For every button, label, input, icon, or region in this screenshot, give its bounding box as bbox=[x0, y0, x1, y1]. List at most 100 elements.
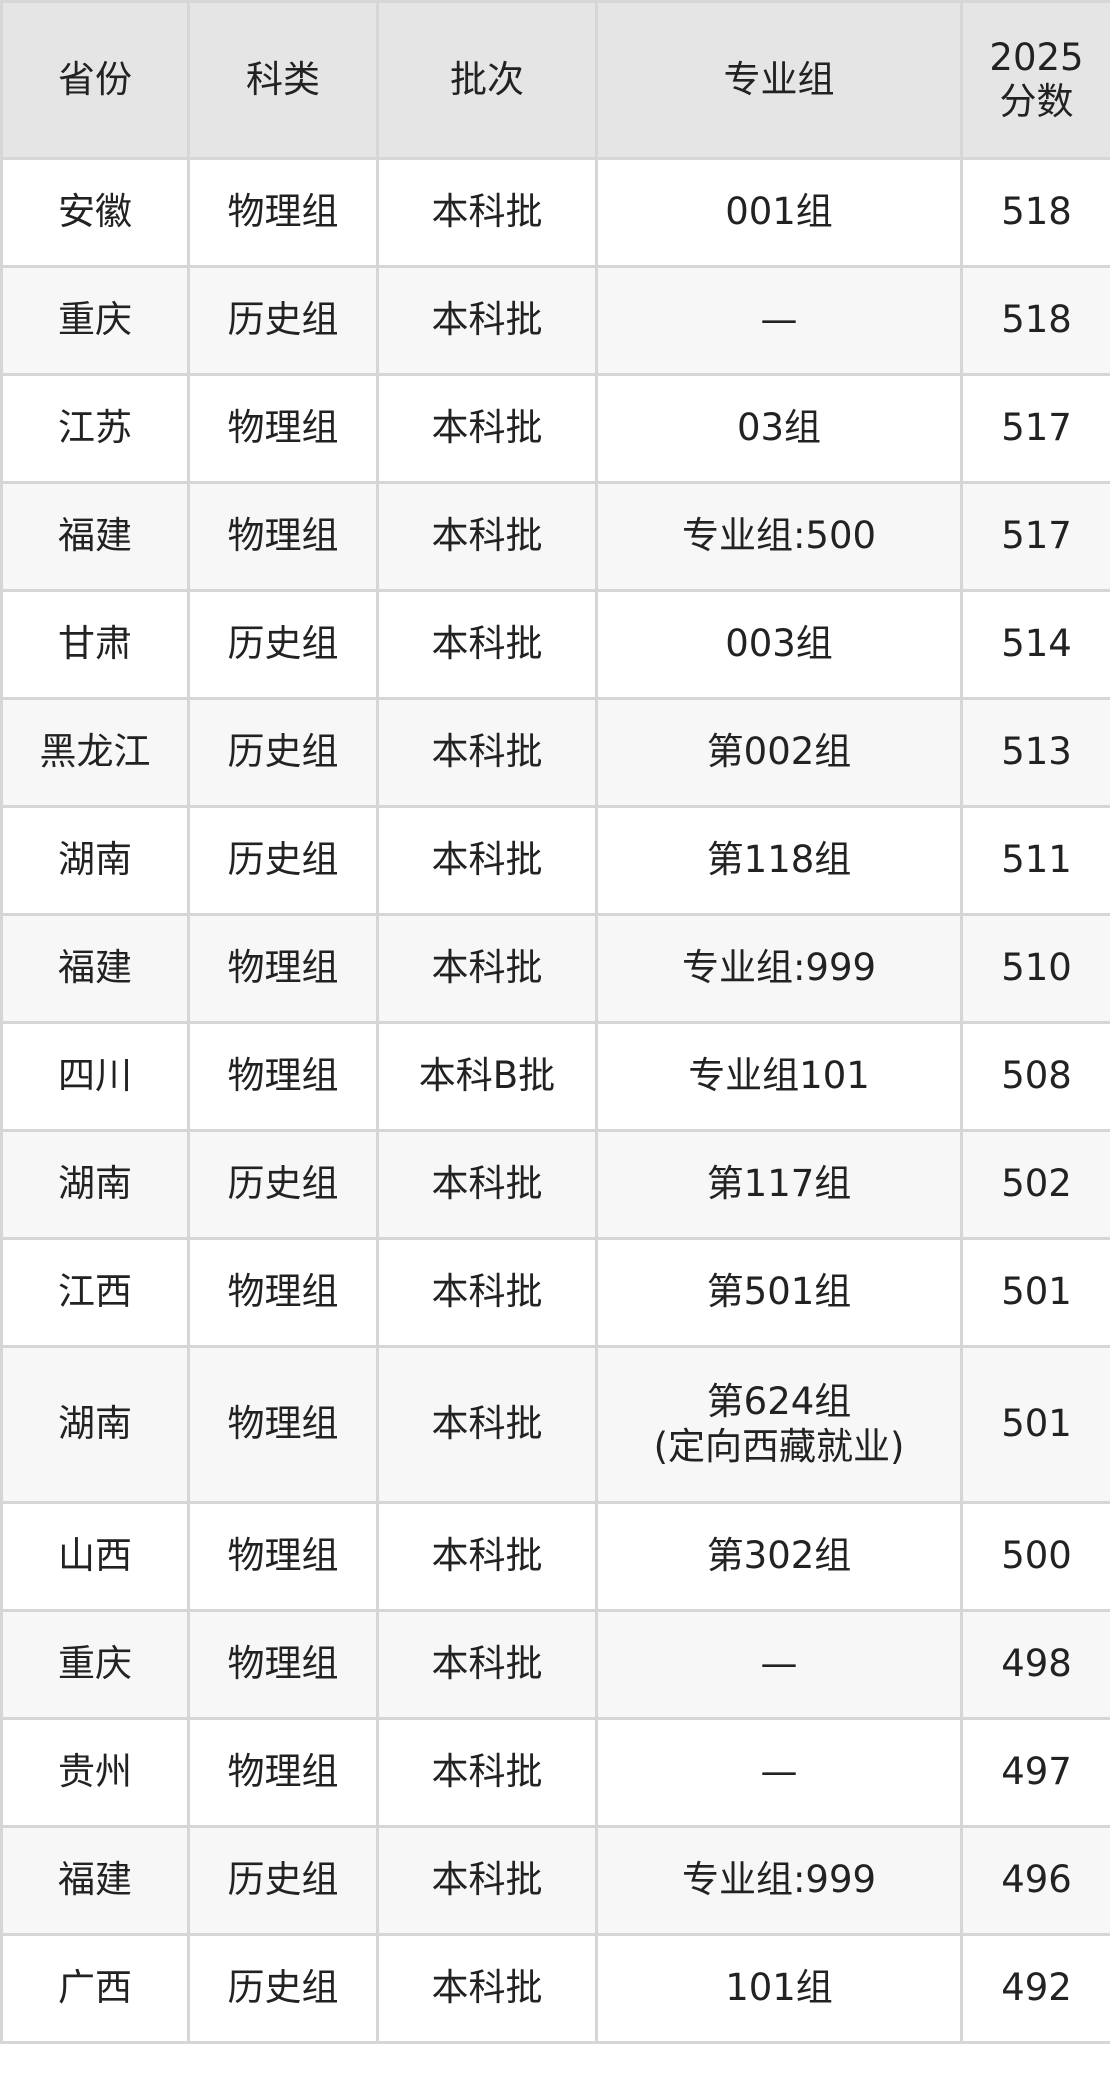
group-text: 第118组 bbox=[706, 838, 852, 882]
cell-score: 514 bbox=[960, 589, 1110, 700]
cell-batch: 本科批 bbox=[376, 805, 598, 916]
batch-text: 本科批 bbox=[431, 622, 543, 666]
cell-score: 517 bbox=[960, 481, 1110, 592]
batch-text: 本科批 bbox=[431, 298, 543, 342]
cell-group: 专业组:500 bbox=[595, 481, 963, 592]
score-text: 502 bbox=[1001, 1162, 1072, 1206]
cell-score: 518 bbox=[960, 157, 1110, 268]
score-text: 498 bbox=[1001, 1642, 1072, 1686]
cell-province: 湖南 bbox=[0, 1345, 190, 1504]
cell-category: 物理组 bbox=[187, 1609, 379, 1720]
cell-batch: 本科批 bbox=[376, 1345, 598, 1504]
group-text: 专业组:999 bbox=[681, 1858, 877, 1902]
batch-text: 本科批 bbox=[431, 406, 543, 450]
cell-score: 510 bbox=[960, 913, 1110, 1024]
cell-province: 贵州 bbox=[0, 1717, 190, 1828]
cell-group: 专业组:999 bbox=[595, 913, 963, 1024]
cell-score: 513 bbox=[960, 697, 1110, 808]
cell-province: 福建 bbox=[0, 913, 190, 1024]
score-text: 513 bbox=[1001, 730, 1072, 774]
cell-province: 湖南 bbox=[0, 1129, 190, 1240]
cell-batch: 本科批 bbox=[376, 1825, 598, 1936]
cell-category: 历史组 bbox=[187, 1933, 379, 2044]
cell-province: 福建 bbox=[0, 481, 190, 592]
score-text: 518 bbox=[1001, 190, 1072, 234]
cell-score: 517 bbox=[960, 373, 1110, 484]
category-text: 物理组 bbox=[227, 1054, 339, 1098]
score-text: 510 bbox=[1001, 946, 1072, 990]
header-batch: 批次 bbox=[376, 0, 598, 160]
batch-text: 本科批 bbox=[431, 190, 543, 234]
score-text: 518 bbox=[1001, 298, 1072, 342]
cell-province: 重庆 bbox=[0, 265, 190, 376]
group-text: 专业组:500 bbox=[681, 514, 877, 558]
cell-score: 501 bbox=[960, 1237, 1110, 1348]
cell-batch: 本科批 bbox=[376, 589, 598, 700]
cell-group: — bbox=[595, 265, 963, 376]
cell-province: 福建 bbox=[0, 1825, 190, 1936]
cell-batch: 本科批 bbox=[376, 1933, 598, 2044]
score-text: 514 bbox=[1001, 622, 1072, 666]
cell-category: 物理组 bbox=[187, 373, 379, 484]
category-text: 历史组 bbox=[227, 1966, 339, 2010]
province-text: 四川 bbox=[58, 1054, 132, 1098]
cell-batch: 本科B批 bbox=[376, 1021, 598, 1132]
batch-text: 本科批 bbox=[431, 1858, 543, 1902]
category-text: 物理组 bbox=[227, 946, 339, 990]
score-text: 501 bbox=[1001, 1402, 1072, 1446]
province-text: 福建 bbox=[58, 514, 132, 558]
category-text: 物理组 bbox=[227, 1750, 339, 1794]
batch-text: 本科B批 bbox=[418, 1054, 556, 1098]
table-row: 福建 历史组 本科批 专业组:999 496 bbox=[0, 1825, 1110, 1936]
cell-batch: 本科批 bbox=[376, 1129, 598, 1240]
category-text: 物理组 bbox=[227, 514, 339, 558]
category-text: 物理组 bbox=[227, 190, 339, 234]
group-text: 专业组101 bbox=[688, 1054, 870, 1098]
group-text: 第624组 bbox=[706, 1380, 852, 1424]
cell-group: 第624组 (定向西藏就业) bbox=[595, 1345, 963, 1504]
cell-category: 物理组 bbox=[187, 481, 379, 592]
cell-score: 508 bbox=[960, 1021, 1110, 1132]
cell-score: 497 bbox=[960, 1717, 1110, 1828]
table-row: 四川 物理组 本科B批 专业组101 508 bbox=[0, 1021, 1110, 1132]
group-note-text: (定向西藏就业) bbox=[653, 1424, 905, 1468]
cell-score: 518 bbox=[960, 265, 1110, 376]
province-text: 重庆 bbox=[58, 298, 132, 342]
cell-group: 第002组 bbox=[595, 697, 963, 808]
group-text: — bbox=[760, 1642, 798, 1686]
cell-score: 502 bbox=[960, 1129, 1110, 1240]
cell-batch: 本科批 bbox=[376, 1717, 598, 1828]
cell-province: 广西 bbox=[0, 1933, 190, 2044]
cell-score: 500 bbox=[960, 1501, 1110, 1612]
score-text: 511 bbox=[1001, 838, 1072, 882]
cell-province: 黑龙江 bbox=[0, 697, 190, 808]
table-row: 江苏 物理组 本科批 03组 517 bbox=[0, 373, 1110, 484]
category-text: 物理组 bbox=[227, 1270, 339, 1314]
province-text: 贵州 bbox=[58, 1750, 132, 1794]
cell-category: 历史组 bbox=[187, 805, 379, 916]
cell-category: 物理组 bbox=[187, 157, 379, 268]
batch-text: 本科批 bbox=[431, 1534, 543, 1578]
score-text: 508 bbox=[1001, 1054, 1072, 1098]
group-text: 专业组:999 bbox=[681, 946, 877, 990]
header-category: 科类 bbox=[187, 0, 379, 160]
category-text: 历史组 bbox=[227, 622, 339, 666]
province-text: 福建 bbox=[58, 946, 132, 990]
cell-group: 专业组:999 bbox=[595, 1825, 963, 1936]
cell-score: 496 bbox=[960, 1825, 1110, 1936]
category-text: 物理组 bbox=[227, 1642, 339, 1686]
cell-score: 498 bbox=[960, 1609, 1110, 1720]
cell-group: 第118组 bbox=[595, 805, 963, 916]
table-row: 广西 历史组 本科批 101组 492 bbox=[0, 1933, 1110, 2044]
cell-batch: 本科批 bbox=[376, 913, 598, 1024]
category-text: 物理组 bbox=[227, 1402, 339, 1446]
cell-batch: 本科批 bbox=[376, 1237, 598, 1348]
score-text: 517 bbox=[1001, 514, 1072, 558]
cell-province: 山西 bbox=[0, 1501, 190, 1612]
batch-text: 本科批 bbox=[431, 1402, 543, 1446]
cell-batch: 本科批 bbox=[376, 481, 598, 592]
cell-category: 物理组 bbox=[187, 1501, 379, 1612]
cell-category: 物理组 bbox=[187, 1237, 379, 1348]
cell-group: 专业组101 bbox=[595, 1021, 963, 1132]
cell-category: 物理组 bbox=[187, 1345, 379, 1504]
